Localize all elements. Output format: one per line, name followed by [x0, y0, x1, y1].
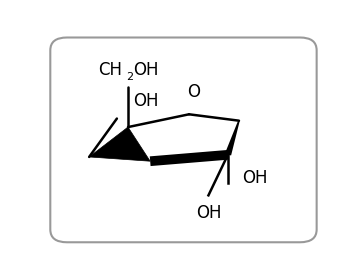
Text: OH: OH	[134, 92, 159, 110]
Text: O: O	[187, 83, 200, 101]
Text: 2: 2	[127, 72, 134, 82]
Text: OH: OH	[242, 169, 267, 187]
FancyBboxPatch shape	[50, 37, 317, 242]
Text: OH: OH	[134, 61, 159, 79]
Polygon shape	[89, 127, 150, 161]
Text: OH: OH	[196, 204, 221, 222]
Polygon shape	[224, 120, 240, 155]
Text: CH: CH	[98, 61, 122, 79]
